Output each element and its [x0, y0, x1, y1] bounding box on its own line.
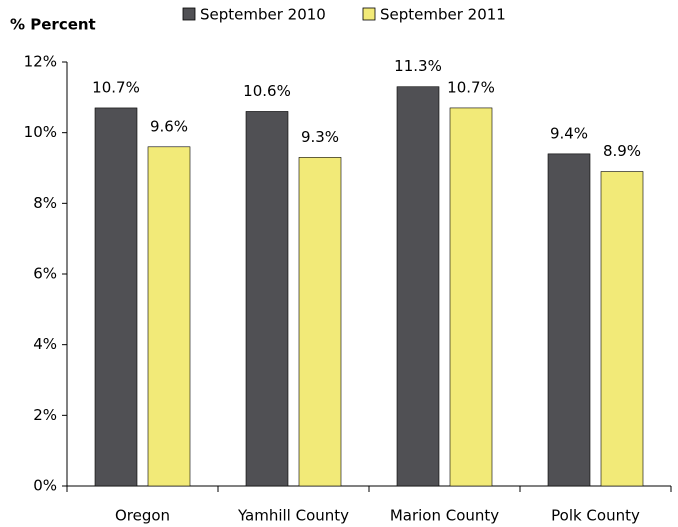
bar	[94, 107, 138, 487]
bar	[449, 107, 493, 487]
legend-label: September 2010	[200, 6, 326, 24]
data-label: 11.3%	[394, 57, 442, 75]
bar	[245, 111, 289, 487]
y-tick-label: 12%	[24, 53, 57, 71]
y-tick-label: 4%	[33, 335, 57, 353]
data-label: 10.7%	[92, 78, 140, 96]
data-label: 10.7%	[447, 78, 495, 96]
bar	[298, 157, 342, 487]
x-tick-label: Marion County	[390, 507, 499, 525]
data-label: 9.4%	[550, 124, 588, 142]
bar	[147, 146, 191, 487]
bar	[396, 86, 440, 487]
x-tick-label: Polk County	[551, 507, 640, 525]
bar	[547, 153, 591, 487]
legend-swatch	[182, 7, 196, 21]
y-tick-label: 2%	[33, 406, 57, 424]
bar	[600, 171, 644, 487]
data-label: 10.6%	[243, 82, 291, 100]
legend-label: September 2011	[380, 6, 506, 24]
chart-title: % Percent	[10, 16, 96, 34]
data-label: 9.6%	[150, 117, 188, 135]
y-tick-label: 0%	[33, 477, 57, 495]
data-label: 8.9%	[603, 142, 641, 160]
y-tick-label: 10%	[24, 123, 57, 141]
y-tick-label: 6%	[33, 265, 57, 283]
legend-swatch	[362, 7, 376, 21]
y-tick-label: 8%	[33, 194, 57, 212]
data-label: 9.3%	[301, 128, 339, 146]
x-tick-label: Oregon	[115, 507, 170, 525]
x-tick-label: Yamhill County	[237, 507, 349, 525]
